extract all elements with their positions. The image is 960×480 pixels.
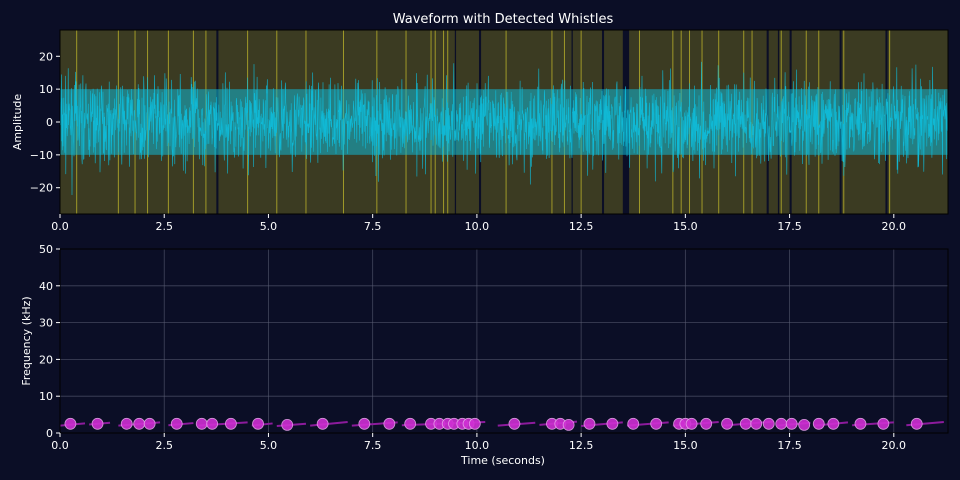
bottom-y-tick-label-1: 40 [39, 280, 53, 293]
whistle-point-5 [170, 417, 183, 430]
whistle-point-10 [281, 419, 294, 431]
top-chart-title: Waveform with Detected Whistles [393, 12, 614, 27]
whistle-point-36 [750, 417, 763, 430]
whistle-point-9 [252, 417, 264, 430]
bottom-x-tick-label-2: 5.0 [260, 439, 278, 452]
whistle-point-35 [739, 417, 752, 430]
frequency-plot-area [60, 249, 948, 433]
bottom-x-tick-label-8: 20.0 [882, 439, 907, 452]
whistle-point-37 [762, 417, 775, 430]
waveform-panel: 0.0 2.5 5.0 7.5 10.0 12.5 15.0 17.5 20.0 20 10 0 −10… [30, 29, 949, 233]
whistle-point-6 [195, 417, 208, 430]
bottom-y-tick-label-3: 20 [39, 353, 53, 366]
bottom-y-axis-label: Frequency (kHz) [20, 296, 33, 385]
top-y-tick-label-3: −10 [30, 149, 53, 162]
top-y-tick-label-0: 20 [39, 50, 53, 63]
whistle-point-43 [854, 417, 867, 430]
bottom-x-tick-label-1: 2.5 [155, 439, 173, 452]
top-x-tick-label-4: 10.0 [465, 220, 490, 233]
top-y-tick-label-2: 0 [46, 116, 53, 129]
bottom-y-tick-label-5: 0 [46, 427, 53, 440]
whistle-point-38 [775, 417, 788, 430]
waveform-core [60, 89, 948, 155]
whistle-point-27 [606, 417, 619, 430]
whistle-point-12 [358, 417, 371, 430]
bottom-x-tick-label-7: 17.5 [777, 439, 802, 452]
whistle-point-45 [910, 417, 923, 430]
whistle-point-7 [206, 417, 219, 430]
top-y-tick-label-4: −20 [30, 182, 53, 195]
frequency-frame [59, 248, 949, 434]
top-x-tick-label-7: 17.5 [777, 220, 802, 233]
whistle-point-33 [700, 417, 713, 430]
whistle-point-25 [562, 419, 575, 431]
top-x-tick-label-1: 2.5 [155, 220, 173, 233]
bottom-x-tick-label-5: 12.5 [569, 439, 594, 452]
bottom-x-axis-label: Time (seconds) [460, 454, 545, 467]
whistle-point-11 [316, 417, 329, 430]
whistle-point-14 [404, 417, 417, 430]
whistle-point-28 [627, 417, 640, 430]
top-x-tick-label-5: 12.5 [569, 220, 594, 233]
whistle-point-13 [383, 417, 396, 430]
bottom-y-tick-label-2: 30 [39, 317, 53, 330]
whistle-point-4 [143, 417, 156, 430]
whistle-point-3 [133, 417, 146, 430]
bottom-x-tick-label-3: 7.5 [364, 439, 382, 452]
top-x-tick-label-2: 5.0 [260, 220, 278, 233]
frequency-panel: 0.0 2.5 5.0 7.5 10.0 12.5 15.0 17.5 20.0 50 40 30 20… [39, 243, 949, 452]
bottom-y-tick-label-4: 10 [39, 390, 53, 403]
top-x-tick-label-3: 7.5 [364, 220, 382, 233]
top-x-tick-label-6: 15.0 [673, 220, 698, 233]
whistle-point-39 [785, 417, 798, 430]
whistle-point-44 [877, 417, 890, 430]
whistle-point-21 [468, 417, 481, 430]
top-y-tick-label-1: 10 [39, 83, 53, 96]
bottom-x-tick-label-6: 15.0 [673, 439, 698, 452]
whistle-point-8 [225, 417, 237, 430]
whistle-track-7 [310, 420, 348, 427]
top-x-tick-label-0: 0.0 [51, 220, 69, 233]
top-y-axis-label: Amplitude [11, 94, 24, 151]
whistle-point-26 [583, 417, 596, 430]
whistle-point-1 [91, 417, 104, 430]
whistle-point-22 [508, 417, 521, 430]
whistle-point-42 [827, 417, 840, 430]
bottom-y-tick-label-0: 50 [39, 243, 53, 256]
whistle-point-40 [798, 419, 811, 431]
top-x-tick-label-8: 20.0 [882, 220, 907, 233]
whistle-point-41 [812, 417, 825, 430]
whistle-point-32 [685, 417, 698, 430]
whistle-point-2 [120, 417, 133, 430]
bottom-x-tick-label-4: 10.0 [465, 439, 490, 452]
whistle-point-29 [650, 417, 663, 430]
bottom-x-tick-label-0: 0.0 [51, 439, 69, 452]
whistle-point-34 [721, 417, 733, 430]
whistle-point-0 [64, 417, 77, 430]
